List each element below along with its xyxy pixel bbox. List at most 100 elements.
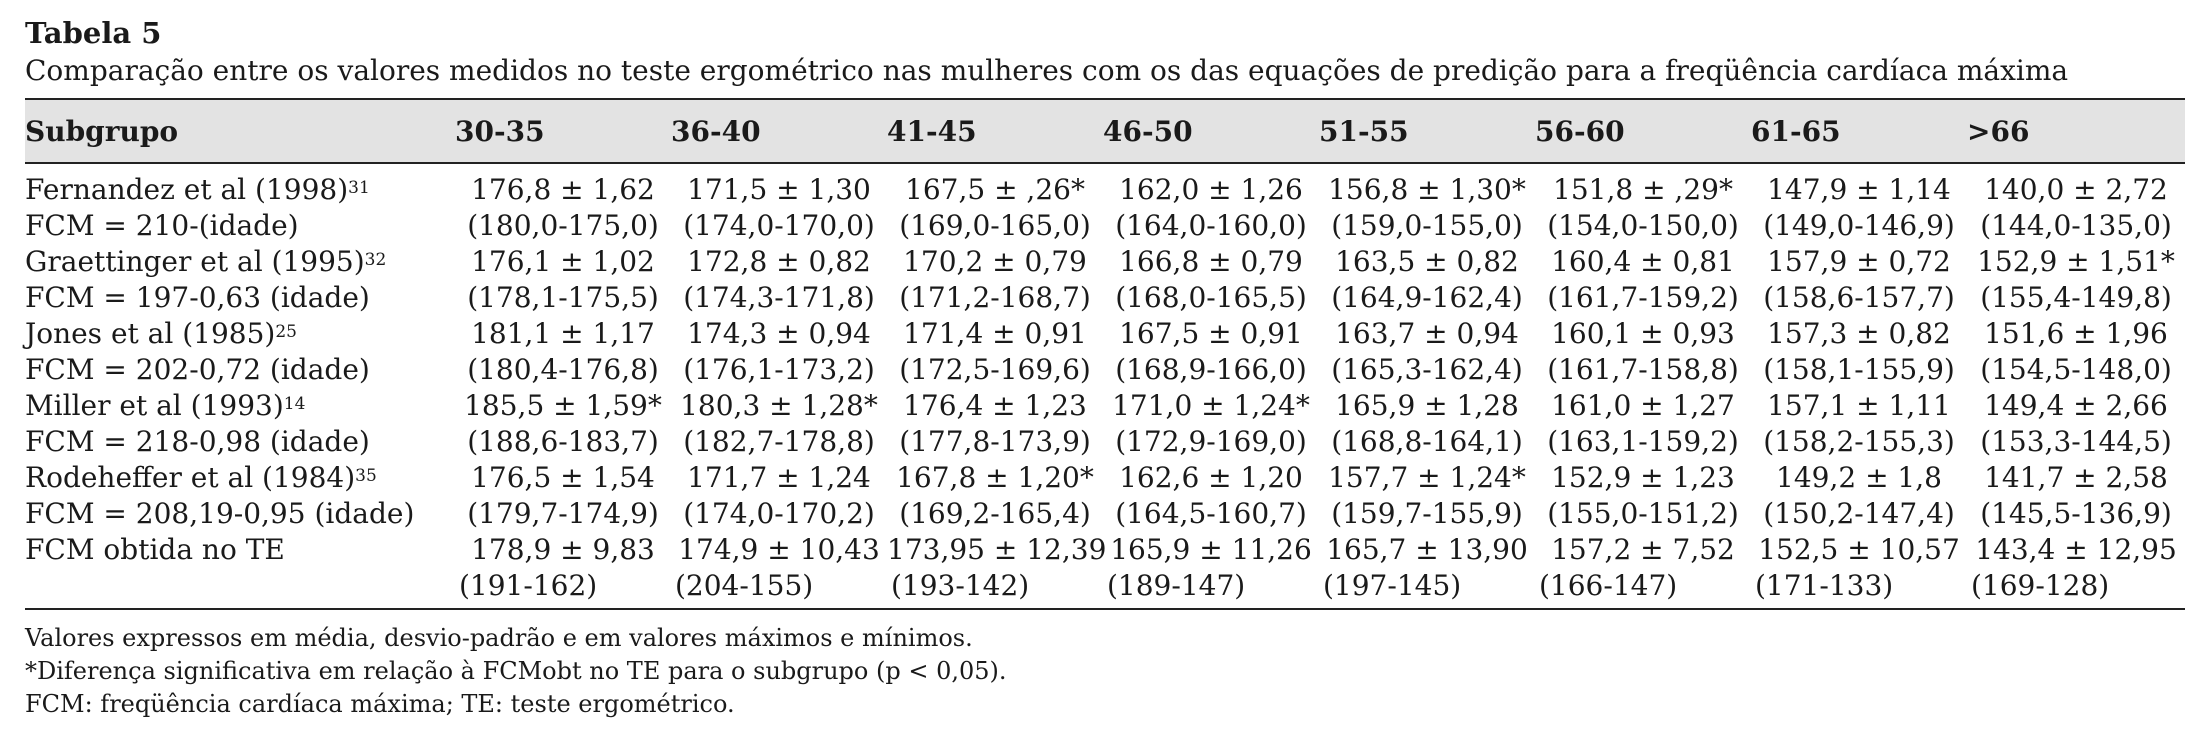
table-row: Fernandez et al (1998)31 176,8 ± 1,62 171,… bbox=[25, 163, 2185, 208]
table-cell: (169,0-165,0) bbox=[899, 209, 1091, 242]
table-cell: 173,95 ± 12,39 bbox=[887, 533, 1107, 566]
table-cell: (158,6-157,7) bbox=[1763, 281, 1955, 314]
table-cell: (166-147) bbox=[1539, 569, 1678, 602]
table-cell: (176,1-173,2) bbox=[683, 353, 875, 386]
table-row: FCM obtida no TE 178,9 ± 9,83 174,9 ± 10,4… bbox=[25, 532, 2185, 568]
table-cell: 162,0 ± 1,26 bbox=[1119, 173, 1303, 206]
table-cell: (164,5-160,7) bbox=[1115, 497, 1307, 530]
row-label: FCM = 208,19-0,95 (idade) bbox=[25, 496, 455, 532]
table-cell: (169-128) bbox=[1971, 569, 2110, 602]
row-label: Miller et al (1993)14 bbox=[25, 388, 455, 424]
table-cell: (197-145) bbox=[1323, 569, 1462, 602]
table-cell: (191-162) bbox=[459, 569, 598, 602]
table-cell: 171,4 ± 0,91 bbox=[903, 317, 1087, 350]
table-cell: 165,9 ± 11,26 bbox=[1110, 533, 1312, 566]
table-cell: (168,0-165,5) bbox=[1115, 281, 1307, 314]
row-label: Graettinger et al (1995)32 bbox=[25, 244, 455, 280]
table-cell: (158,2-155,3) bbox=[1763, 425, 1955, 458]
footnote-line: *Diferença significativa em relação à FC… bbox=[25, 657, 1007, 685]
header-subgrupo: Subgrupo bbox=[25, 114, 179, 148]
row-label-text: Miller et al (1993) bbox=[25, 389, 284, 422]
table-cell: 176,8 ± 1,62 bbox=[471, 173, 655, 206]
table-cell: 149,4 ± 2,66 bbox=[1984, 389, 2168, 422]
footnote-line: Valores expressos em média, desvio-padrã… bbox=[25, 624, 973, 652]
reference-superscript: 25 bbox=[275, 322, 297, 342]
data-table: Subgrupo 30-35 36-40 41-45 46-50 51-55 56-60 61… bbox=[25, 100, 2185, 608]
table-cell: (169,2-165,4) bbox=[899, 497, 1091, 530]
reference-superscript: 32 bbox=[364, 250, 387, 270]
table-cell: 160,4 ± 0,81 bbox=[1551, 245, 1735, 278]
table-cell: (163,1-159,2) bbox=[1547, 425, 1739, 458]
table-cell: 174,9 ± 10,43 bbox=[678, 533, 880, 566]
table-cell: 171,0 ± 1,24* bbox=[1112, 389, 1310, 422]
row-label: Rodeheffer et al (1984)35 bbox=[25, 460, 455, 496]
reference-superscript: 14 bbox=[283, 394, 306, 414]
table-cell: (155,0-151,2) bbox=[1547, 497, 1739, 530]
table-cell: 152,9 ± 1,23 bbox=[1551, 461, 1735, 494]
table-label: Tabela 5 bbox=[25, 16, 162, 50]
table-cell: 176,1 ± 1,02 bbox=[471, 245, 655, 278]
row-label-text: Graettinger et al (1995) bbox=[25, 245, 365, 278]
table-cell: 152,9 ± 1,51* bbox=[1977, 245, 2175, 278]
table-cell: (158,1-155,9) bbox=[1763, 353, 1955, 386]
table-cell: (161,7-159,2) bbox=[1547, 281, 1739, 314]
table-cell: (154,5-148,0) bbox=[1980, 353, 2172, 386]
header-age-group: 46-50 bbox=[1103, 114, 1193, 148]
table-cell: (189-147) bbox=[1107, 569, 1246, 602]
table-cell: (145,5-136,9) bbox=[1980, 497, 2172, 530]
table-cell: (193-142) bbox=[891, 569, 1030, 602]
table-cell: 163,5 ± 0,82 bbox=[1335, 245, 1519, 278]
table-cell: (165,3-162,4) bbox=[1331, 353, 1523, 386]
footnote-line: FCM: freqüência cardíaca máxima; TE: tes… bbox=[25, 690, 735, 718]
table-cell: 165,9 ± 1,28 bbox=[1335, 389, 1519, 422]
row-label-text: FCM = 202-0,72 (idade) bbox=[25, 353, 370, 386]
table-cell: 166,8 ± 0,79 bbox=[1119, 245, 1303, 278]
row-label: FCM = 210-(idade) bbox=[25, 208, 455, 244]
table-cell: 174,3 ± 0,94 bbox=[687, 317, 871, 350]
row-label-text: FCM obtida no TE bbox=[25, 533, 285, 566]
table-cell: (174,3-171,8) bbox=[683, 281, 875, 314]
row-label: FCM = 202-0,72 (idade) bbox=[25, 352, 455, 388]
table-row: FCM = 218-0,98 (idade) (188,6-183,7) (182,… bbox=[25, 424, 2185, 460]
row-label: Jones et al (1985)25 bbox=[25, 316, 455, 352]
table-body: Fernandez et al (1998)31 176,8 ± 1,62 171,… bbox=[25, 163, 2185, 608]
table-cell: 157,2 ± 7,52 bbox=[1551, 533, 1735, 566]
table-cell: 157,1 ± 1,11 bbox=[1767, 389, 1951, 422]
table-cell: (144,0-135,0) bbox=[1980, 209, 2172, 242]
row-label: Fernandez et al (1998)31 bbox=[25, 163, 455, 208]
reference-superscript: 31 bbox=[348, 178, 370, 198]
table-cell: (171-133) bbox=[1755, 569, 1894, 602]
table-cell: 176,5 ± 1,54 bbox=[471, 461, 655, 494]
table-row: Graettinger et al (1995)32 176,1 ± 1,02 17… bbox=[25, 244, 2185, 280]
table-cell: (180,4-176,8) bbox=[467, 353, 659, 386]
table-row: FCM = 197-0,63 (idade) (178,1-175,5) (174,… bbox=[25, 280, 2185, 316]
table-cell: 160,1 ± 0,93 bbox=[1551, 317, 1735, 350]
header-age-group: 30-35 bbox=[455, 114, 545, 148]
table-cell: 180,3 ± 1,28* bbox=[680, 389, 878, 422]
table-cell: 176,4 ± 1,23 bbox=[903, 389, 1087, 422]
row-label: FCM = 197-0,63 (idade) bbox=[25, 280, 455, 316]
table-cell: (168,8-164,1) bbox=[1331, 425, 1523, 458]
row-label-text: FCM = 210-(idade) bbox=[25, 209, 299, 242]
table-row: Rodeheffer et al (1984)35 176,5 ± 1,54 171… bbox=[25, 460, 2185, 496]
row-label-text: FCM = 218-0,98 (idade) bbox=[25, 425, 370, 458]
table-cell: (155,4-149,8) bbox=[1980, 281, 2172, 314]
table-cell: 178,9 ± 9,83 bbox=[471, 533, 655, 566]
table-cell: 143,4 ± 12,95 bbox=[1975, 533, 2177, 566]
table-cell: (172,9-169,0) bbox=[1115, 425, 1307, 458]
table-cell: (178,1-175,5) bbox=[467, 281, 659, 314]
table-cell: 171,5 ± 1,30 bbox=[687, 173, 871, 206]
table-row: FCM = 210-(idade) (180,0-175,0) (174,0-170… bbox=[25, 208, 2185, 244]
table-caption: Comparação entre os valores medidos no t… bbox=[25, 54, 2069, 87]
table-cell: (149,0-146,9) bbox=[1763, 209, 1955, 242]
table-cell: (164,0-160,0) bbox=[1115, 209, 1307, 242]
row-label-text: FCM = 197-0,63 (idade) bbox=[25, 281, 370, 314]
header-age-group: 41-45 bbox=[887, 114, 977, 148]
table-cell: 156,8 ± 1,30* bbox=[1328, 173, 1526, 206]
table-cell: (159,0-155,0) bbox=[1331, 209, 1523, 242]
row-label: FCM obtida no TE bbox=[25, 532, 455, 568]
reference-superscript: 35 bbox=[355, 466, 377, 486]
row-label-text: Rodeheffer et al (1984) bbox=[25, 461, 356, 494]
table-cell: (179,7-174,9) bbox=[467, 497, 659, 530]
table-cell: (174,0-170,0) bbox=[683, 209, 875, 242]
